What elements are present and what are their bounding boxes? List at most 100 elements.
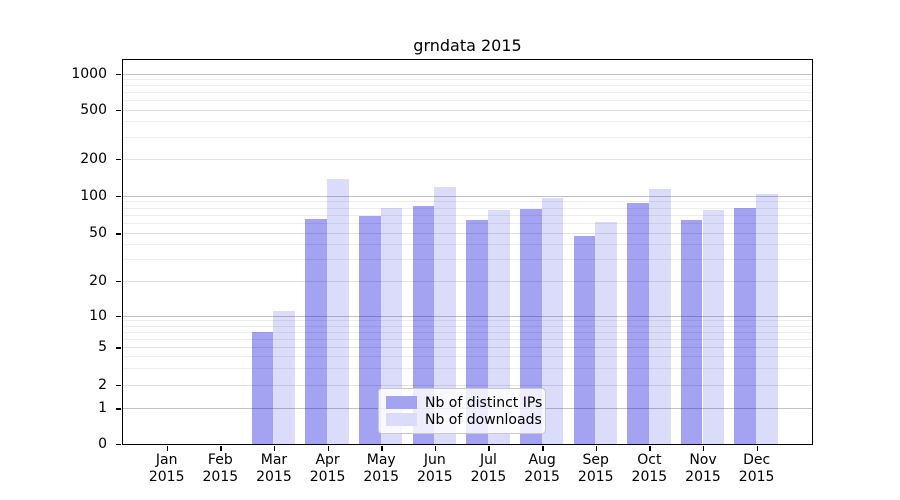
- gridline-minor: [122, 92, 812, 94]
- x-tick-mark: [273, 445, 276, 451]
- bar-downloads-jul: [487, 210, 510, 444]
- gridline-minor: [122, 338, 812, 340]
- gridline-minor: [122, 244, 812, 246]
- x-tick-label-aug: Aug 2015: [524, 452, 560, 485]
- chart-title: grndata 2015: [413, 36, 522, 55]
- x-tick-label-jul: Jul 2015: [470, 452, 507, 485]
- gridline-minor: [122, 207, 812, 209]
- y-tick-label-0: 0: [98, 436, 107, 452]
- bar-distinct-ips-mar: [251, 331, 274, 444]
- x-tick-mark: [542, 445, 544, 451]
- y-tick-label-2: 2: [98, 377, 107, 393]
- y-tick-mark: [116, 444, 121, 446]
- gridline-10: [122, 315, 812, 317]
- x-tick-label-jun: Jun 2015: [417, 452, 453, 485]
- x-tick-mark: [595, 445, 598, 451]
- legend-label-distinct-ips: Nb of distinct IPs: [425, 394, 543, 411]
- x-tick-label-sep: Sep 2015: [577, 452, 614, 485]
- gridline-minor: [122, 201, 812, 203]
- x-tick-mark: [703, 445, 705, 451]
- x-tick-mark: [434, 445, 437, 451]
- bar-distinct-ips-may: [359, 216, 381, 444]
- gridline-minor: [122, 222, 812, 224]
- gridline-200: [122, 158, 812, 160]
- x-tick-mark: [649, 445, 651, 451]
- y-tick-label-5: 5: [98, 339, 107, 356]
- y-tick-mark: [116, 385, 121, 387]
- gridline-minor: [122, 100, 812, 102]
- x-tick-mark: [166, 445, 169, 451]
- bar-downloads-sep: [595, 222, 617, 444]
- bar-downloads-aug: [541, 197, 564, 444]
- x-tick-mark: [327, 445, 329, 451]
- gridline-2: [122, 384, 812, 386]
- y-tick-label-200: 200: [80, 151, 107, 167]
- gridline-minor: [122, 320, 812, 322]
- x-tick-mark: [220, 445, 222, 451]
- gridline-minor: [122, 78, 812, 80]
- bar-distinct-ips-apr: [305, 218, 328, 444]
- bar-downloads-apr: [327, 179, 349, 444]
- x-tick-label-feb: Feb 2015: [202, 452, 239, 485]
- y-tick-label-20: 20: [89, 273, 107, 289]
- legend-swatch-distinct-ips: [386, 396, 417, 409]
- bar-distinct-ips-jul: [466, 219, 488, 444]
- y-tick-mark: [116, 74, 121, 76]
- y-tick-label-100: 100: [80, 188, 107, 204]
- y-tick-label-1000: 1000: [71, 66, 107, 82]
- x-tick-mark: [756, 445, 759, 451]
- bar-downloads-mar: [273, 310, 296, 444]
- gridline-5: [122, 346, 812, 348]
- legend-label-downloads: Nb of downloads: [425, 411, 542, 428]
- x-tick-label-apr: Apr 2015: [309, 452, 346, 485]
- bar-distinct-ips-jun: [412, 206, 435, 444]
- legend: Nb of distinct IPs Nb of downloads: [378, 388, 546, 434]
- y-tick-mark: [116, 316, 121, 318]
- gridline-minor: [122, 136, 812, 138]
- y-tick-label-50: 50: [89, 225, 107, 242]
- x-tick-label-nov: Nov 2015: [685, 452, 721, 485]
- x-tick-label-oct: Oct 2015: [631, 452, 668, 485]
- gridline-minor: [122, 367, 812, 369]
- y-tick-mark: [116, 408, 121, 410]
- plot-area: [121, 58, 813, 445]
- y-tick-mark: [116, 233, 121, 235]
- x-tick-label-may: May 2015: [363, 452, 400, 485]
- legend-swatch-downloads: [386, 413, 417, 426]
- y-tick-mark: [116, 159, 121, 161]
- x-tick-mark: [488, 445, 490, 451]
- bar-downloads-dec: [756, 193, 778, 444]
- gridline-1000: [122, 73, 812, 75]
- gridline-minor: [122, 355, 812, 357]
- bar-distinct-ips-oct: [627, 203, 649, 444]
- legend-item-downloads: Nb of downloads: [386, 411, 545, 428]
- gridline-20: [122, 280, 812, 282]
- y-tick-mark: [116, 196, 121, 198]
- x-tick-label-dec: Dec 2015: [738, 452, 775, 485]
- gridline-minor: [122, 325, 812, 327]
- bar-downloads-may: [380, 207, 403, 444]
- x-tick-mark: [381, 445, 383, 451]
- gridline-500: [122, 109, 812, 111]
- y-tick-mark: [116, 281, 121, 283]
- bar-downloads-oct: [648, 188, 671, 444]
- bar-downloads-nov: [702, 209, 725, 444]
- gridline-minor: [122, 259, 812, 261]
- gridline-minor: [122, 121, 812, 123]
- gridline-minor: [122, 214, 812, 216]
- bar-downloads-jun: [434, 186, 457, 444]
- x-tick-label-mar: Mar 2015: [256, 452, 292, 485]
- y-tick-mark: [116, 347, 121, 349]
- gridline-minor: [122, 331, 812, 333]
- y-tick-mark: [116, 110, 121, 112]
- gridline-100: [122, 195, 812, 197]
- x-tick-label-jan: Jan 2015: [148, 452, 185, 485]
- bar-distinct-ips-sep: [573, 236, 596, 444]
- bar-distinct-ips-dec: [734, 207, 757, 444]
- y-tick-label-500: 500: [80, 102, 107, 118]
- bar-distinct-ips-aug: [519, 208, 542, 444]
- gridline-minor: [122, 85, 812, 87]
- y-tick-label-10: 10: [89, 308, 107, 324]
- legend-item-distinct-ips: Nb of distinct IPs: [386, 394, 545, 411]
